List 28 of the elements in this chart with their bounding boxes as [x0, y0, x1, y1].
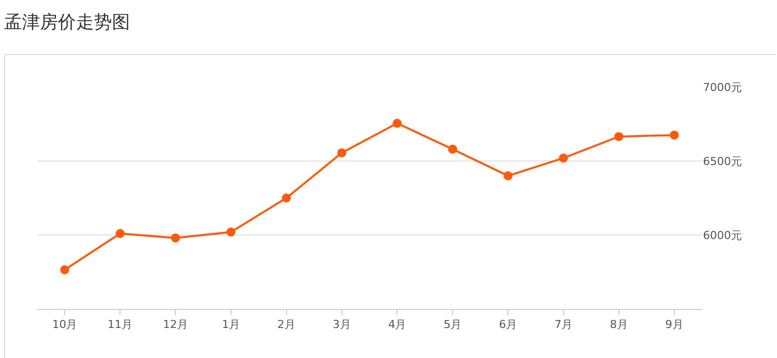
point	[392, 118, 402, 128]
point	[448, 144, 458, 154]
point	[282, 194, 291, 202]
x-tick-label: 2月	[277, 318, 296, 332]
point	[60, 265, 70, 274]
y-tick-label: 6500元	[703, 154, 742, 168]
x-tick-label: 8月	[610, 318, 628, 332]
x-tick-label: 3月	[332, 318, 351, 332]
x-tick-label: 6月	[499, 318, 518, 332]
x-tick-label: 10月	[52, 318, 78, 332]
chart-title: 孟津房价走势图	[4, 11, 130, 34]
y-tick-label: 6000元	[703, 228, 742, 242]
point	[171, 233, 180, 242]
x-tick-label: 12月	[163, 318, 188, 332]
x-tick-label: 9月	[665, 318, 684, 332]
x-tick-label: 5月	[444, 318, 462, 332]
point	[337, 148, 346, 158]
x-tick-label: 11月	[108, 318, 133, 332]
point	[116, 229, 125, 238]
point	[558, 154, 568, 163]
y-tick-label: 7000元	[703, 80, 742, 94]
x-tick-label: 1月	[222, 318, 240, 332]
point	[504, 171, 513, 180]
x-tick-label: 4月	[388, 318, 406, 332]
point	[670, 130, 679, 140]
point	[614, 132, 624, 142]
point	[226, 228, 236, 237]
x-tick-label: 7月	[554, 318, 572, 332]
